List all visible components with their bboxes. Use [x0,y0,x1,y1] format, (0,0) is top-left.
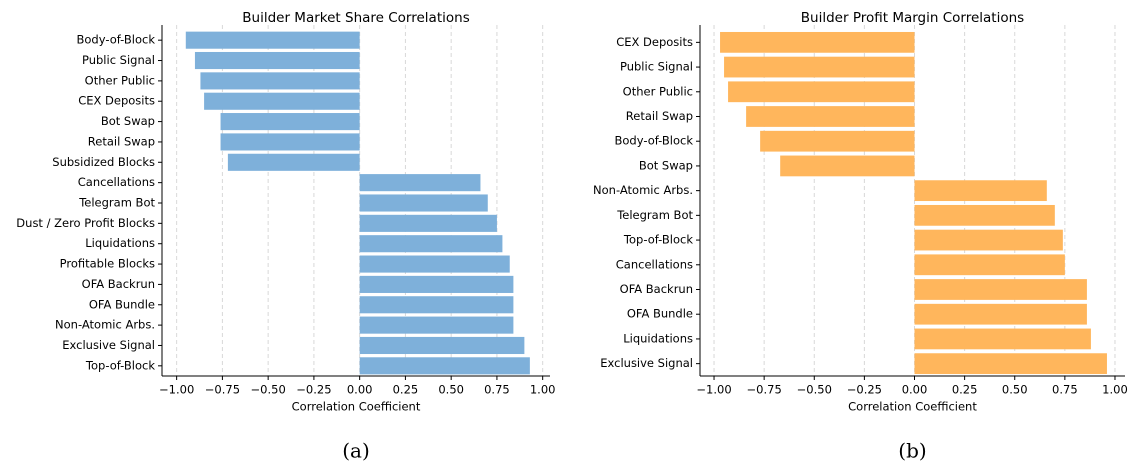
y-tick-label: Retail Swap [88,134,155,148]
x-tick-label: 0.00 [902,383,928,397]
caption: (a) [342,439,370,463]
y-tick-label: Profitable Blocks [60,257,155,271]
y-tick-label: Body-of-Block [615,134,694,148]
y-tick-label: Non-Atomic Arbs. [55,318,155,332]
y-tick-label: Non-Atomic Arbs. [593,183,693,197]
bar [359,336,525,355]
x-tick-label: −0.50 [251,383,286,397]
y-tick-label: Public Signal [82,53,155,67]
y-tick-label: Other Public [623,84,693,98]
bar [914,328,1091,350]
y-tick-label: Other Public [85,73,155,87]
y-tick-label: Body-of-Block [77,33,156,47]
x-tick-label: −0.50 [797,383,832,397]
x-tick-label: 0.75 [1052,383,1078,397]
y-tick-label: CEX Deposits [78,94,155,108]
y-tick-label: Subsidized Blocks [52,155,155,169]
x-tick-label: −1.00 [159,383,194,397]
bar [720,31,915,53]
bar [359,275,514,293]
x-tick-label: −0.25 [847,383,882,397]
chart-title: Builder Profit Margin Correlations [801,10,1024,26]
bar [359,235,503,253]
caption: (b) [898,439,926,463]
bar [746,106,915,127]
bar [914,204,1055,226]
y-tick-label: Liquidations [85,236,155,250]
x-tick-label: 0.50 [438,383,464,397]
bar [359,316,514,334]
y-tick-label: OFA Backrun [82,277,155,291]
x-tick-label: 0.25 [393,383,419,397]
y-tick-label: Cancellations [616,257,693,271]
bar [204,92,360,110]
bar [359,296,514,314]
x-tick-label: 1.00 [1102,383,1128,397]
bar [914,303,1087,325]
x-tick-label: 0.00 [347,383,373,397]
y-tick-label: Dust / Zero Profit Blocks [16,216,155,230]
y-tick-label: Telegram Bot [616,208,693,222]
y-tick-label: Bot Swap [101,114,155,128]
bar [227,153,360,171]
bar [760,130,915,152]
y-tick-label: Exclusive Signal [600,356,693,370]
y-tick-label: Public Signal [620,60,693,74]
y-tick-label: Top-of-Block [85,358,155,372]
y-tick-label: Liquidations [623,331,693,345]
x-tick-label: −0.75 [205,383,240,397]
bar [914,229,1063,251]
chart-title: Builder Market Share Correlations [242,10,469,26]
x-tick-label: 0.25 [952,383,978,397]
bar [359,357,530,375]
y-tick-label: Telegram Bot [78,196,155,210]
bar [914,254,1065,276]
bar [724,56,915,78]
bar [359,214,497,232]
bar [728,81,915,103]
y-tick-label: Bot Swap [639,158,693,172]
y-tick-label: Exclusive Signal [62,338,155,352]
bar [914,353,1107,375]
y-tick-label: OFA Backrun [620,282,693,296]
bar [185,31,360,49]
bar [780,155,915,177]
bar [220,113,360,131]
x-axis-label: Correlation Coefficient [292,400,421,414]
bar [914,180,1047,202]
bar [359,174,481,192]
y-tick-label: OFA Bundle [89,297,155,311]
x-tick-label: −1.00 [696,383,731,397]
bar [200,72,360,90]
y-tick-label: Retail Swap [626,109,693,123]
bar [359,255,510,273]
bar [194,51,360,70]
y-tick-label: Cancellations [78,175,155,189]
y-tick-label: OFA Bundle [627,307,693,321]
x-tick-label: 0.50 [1002,383,1028,397]
bar [359,194,488,212]
x-axis-label: Correlation Coefficient [848,400,977,414]
bar [914,279,1087,300]
x-tick-label: 0.75 [484,383,510,397]
y-tick-label: Top-of-Block [623,233,693,247]
y-tick-label: CEX Deposits [616,35,693,49]
x-tick-label: −0.75 [747,383,782,397]
x-tick-label: −0.25 [296,383,331,397]
bar [220,133,360,151]
x-tick-label: 1.00 [530,383,556,397]
